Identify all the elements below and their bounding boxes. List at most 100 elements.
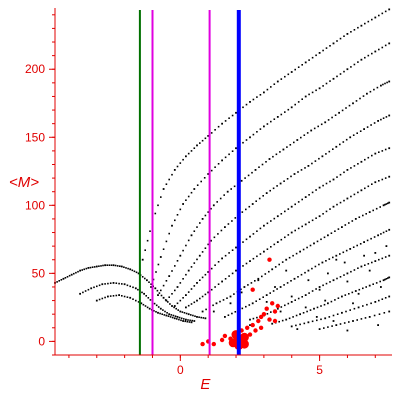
data-point <box>345 107 347 109</box>
data-point <box>373 122 376 124</box>
data-point <box>295 314 298 317</box>
data-point <box>290 175 292 178</box>
data-point <box>337 228 340 230</box>
data-point <box>118 282 120 285</box>
data-point <box>174 265 176 267</box>
data-point <box>304 271 306 274</box>
data-point <box>365 286 367 288</box>
data-point <box>341 109 344 112</box>
data-point <box>283 180 285 182</box>
data-point <box>230 188 232 190</box>
data-point <box>217 163 220 165</box>
data-point <box>172 314 175 317</box>
data-point <box>126 296 129 298</box>
data-point <box>259 227 262 230</box>
data-point <box>335 254 338 257</box>
data-point <box>344 224 347 226</box>
data-point <box>341 295 343 298</box>
highlight-point <box>267 257 272 262</box>
data-point <box>159 307 162 310</box>
data-point <box>346 197 349 200</box>
data-point <box>368 316 371 318</box>
data-point <box>311 191 314 194</box>
data-point <box>290 325 293 328</box>
data-point <box>301 98 303 100</box>
data-point <box>89 266 92 269</box>
data-point <box>388 175 391 178</box>
data-point <box>66 276 69 278</box>
data-point <box>95 299 98 302</box>
highlight-point <box>258 325 264 330</box>
data-point <box>381 178 384 181</box>
data-point <box>186 320 189 323</box>
data-point <box>285 258 288 261</box>
data-point <box>287 108 290 111</box>
data-point <box>315 54 317 57</box>
data-point <box>144 277 146 280</box>
data-point <box>388 8 391 11</box>
data-point <box>228 252 230 254</box>
data-point <box>293 141 295 144</box>
data-point <box>370 124 372 126</box>
data-point <box>133 270 136 273</box>
data-point <box>385 230 388 232</box>
data-point <box>384 203 386 206</box>
data-point <box>378 14 380 17</box>
y-tick-label: 50 <box>32 266 46 280</box>
data-point <box>294 299 296 301</box>
data-point <box>380 118 382 121</box>
data-point <box>371 18 373 21</box>
data-point <box>199 297 201 300</box>
data-point <box>384 148 387 151</box>
data-point <box>91 266 94 268</box>
data-point <box>204 317 207 320</box>
data-point <box>343 199 345 202</box>
data-point <box>196 144 198 147</box>
highlight-point <box>219 337 225 343</box>
data-point <box>330 232 333 234</box>
data-point <box>129 296 132 299</box>
data-point <box>381 150 384 152</box>
data-point <box>363 254 365 257</box>
data-point <box>345 249 348 252</box>
data-point <box>266 222 269 225</box>
data-point <box>255 200 257 202</box>
data-point <box>359 97 361 100</box>
data-point <box>313 127 316 130</box>
data-point <box>229 302 232 305</box>
data-point <box>304 95 307 98</box>
data-point <box>339 253 341 255</box>
data-point <box>207 271 210 273</box>
data-point <box>168 275 171 277</box>
data-point <box>98 284 101 287</box>
data-point <box>185 155 187 158</box>
data-point <box>173 169 176 171</box>
data-point <box>160 196 162 198</box>
data-point <box>98 298 101 301</box>
data-point <box>286 178 289 180</box>
data-point <box>249 136 251 139</box>
data-point <box>224 278 227 280</box>
data-point <box>179 162 182 164</box>
data-point <box>380 286 382 288</box>
data-point <box>332 256 334 259</box>
data-point <box>241 307 244 310</box>
data-point <box>249 260 251 262</box>
data-point <box>77 270 79 273</box>
data-point <box>374 50 377 53</box>
data-point <box>264 273 267 275</box>
data-point <box>159 312 161 315</box>
data-point <box>168 296 170 298</box>
data-point <box>374 16 377 19</box>
data-point <box>357 61 359 63</box>
data-point <box>93 286 95 289</box>
y-tick-label: 100 <box>25 198 45 212</box>
data-point <box>339 143 341 146</box>
data-point <box>323 236 326 239</box>
data-point <box>265 192 268 194</box>
data-point <box>265 161 267 163</box>
data-point <box>293 277 296 280</box>
data-point <box>308 59 310 61</box>
data-point <box>268 158 271 160</box>
data-point <box>386 81 388 84</box>
